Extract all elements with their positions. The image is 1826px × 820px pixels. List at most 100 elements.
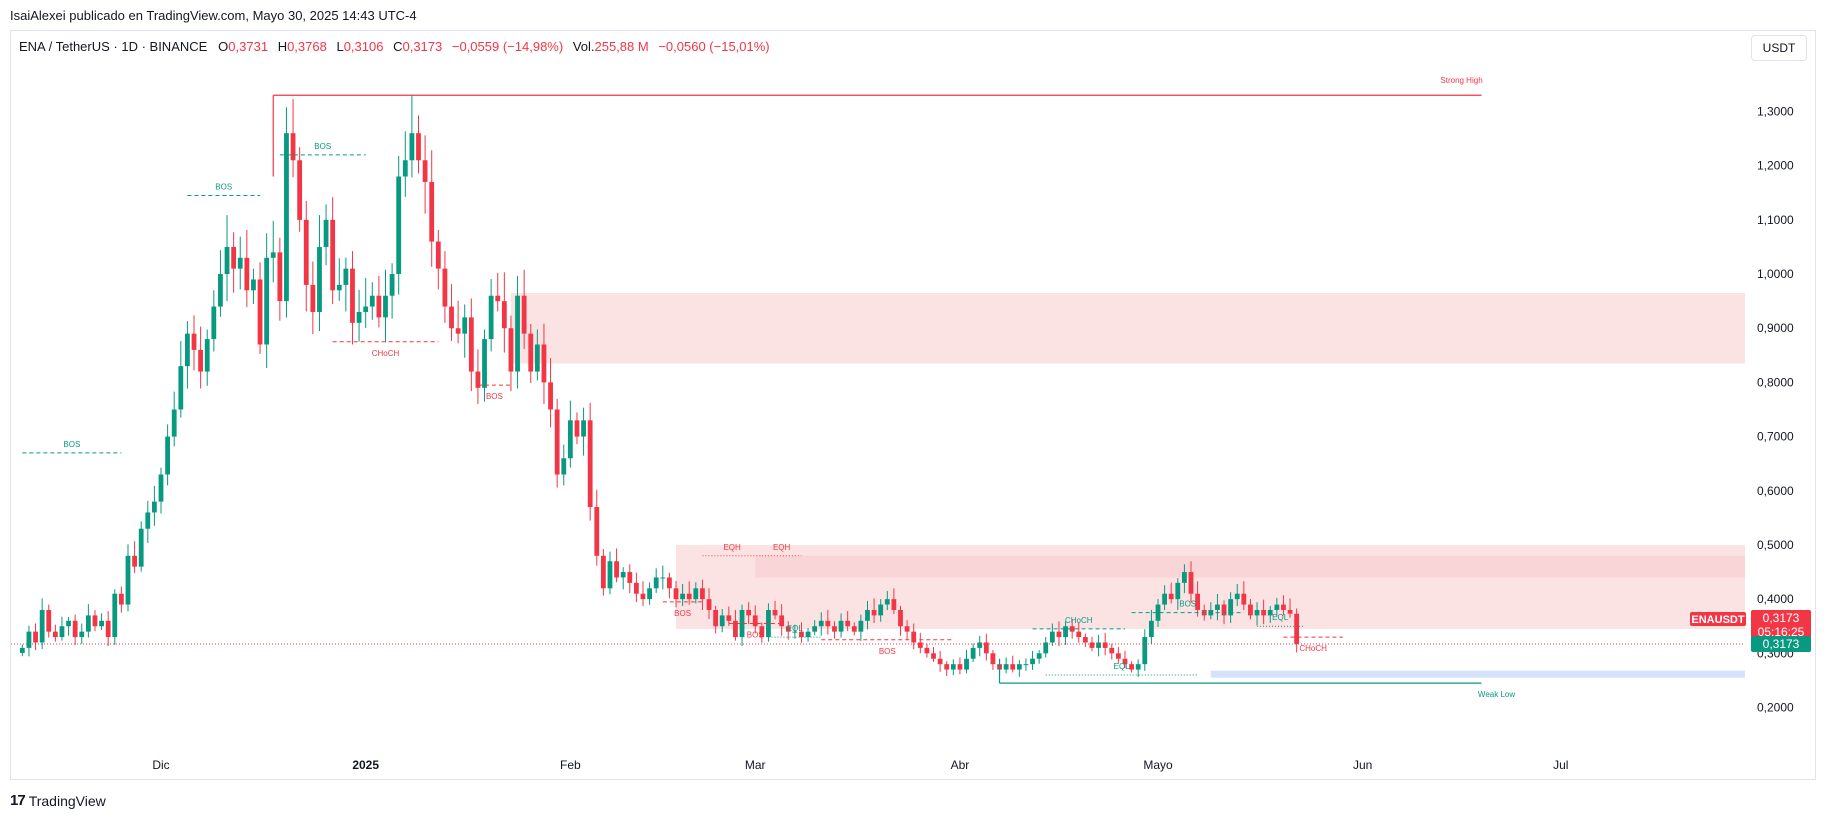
candle (825, 620, 831, 627)
high-value: 0,3768 (287, 39, 327, 54)
published-caption: IsaiAlexei publicado en TradingView.com,… (10, 8, 417, 23)
candle (317, 246, 322, 312)
price-tag (1751, 609, 1811, 640)
candle (937, 658, 943, 665)
candle (336, 284, 342, 291)
candle (442, 268, 448, 307)
candle (759, 626, 765, 638)
candle (270, 252, 276, 258)
candle (297, 160, 303, 220)
candle (66, 620, 71, 627)
candle (1168, 593, 1174, 600)
y-tick-label: 0,8000 (1757, 375, 1794, 389)
candle (449, 306, 454, 329)
candle (105, 620, 111, 638)
candle (739, 609, 745, 638)
candle (554, 409, 560, 475)
candle (178, 366, 184, 410)
candle (46, 609, 52, 632)
candle (1076, 631, 1082, 638)
weak-low-label: Weak Low (1478, 690, 1515, 699)
structure-label-bos: BOS (314, 142, 331, 151)
candle (805, 631, 811, 638)
candle (515, 295, 520, 372)
candle (482, 339, 487, 388)
close-value: 0,3173 (402, 39, 443, 54)
candle (581, 420, 586, 437)
price-tag-countdown: 05:16:25 (1758, 625, 1805, 639)
candle (1036, 653, 1042, 659)
candle (501, 301, 507, 329)
candle (383, 295, 388, 318)
candle (251, 279, 256, 291)
candle (1030, 658, 1035, 665)
candle (851, 626, 857, 632)
x-tick-label: Jun (1353, 758, 1372, 772)
candle (1254, 609, 1260, 616)
candle (284, 133, 289, 302)
volume-change: −0,0560 (−15,01%) (658, 39, 770, 54)
candle (528, 333, 534, 372)
candle (171, 409, 177, 437)
candle (158, 474, 164, 502)
close-label: C (393, 39, 403, 54)
structure-label-choch: CHoCH (1065, 616, 1093, 625)
currency-button[interactable]: USDT (1751, 35, 1807, 61)
candle (587, 420, 593, 508)
candle (290, 133, 296, 161)
candle (151, 501, 157, 513)
structure-label-bos: BOS (747, 631, 764, 640)
chart-frame (10, 30, 1816, 780)
candle (1248, 604, 1253, 616)
y-tick-label: 0,5000 (1757, 538, 1794, 552)
candle (904, 626, 910, 632)
candle (1016, 664, 1022, 670)
candle (26, 631, 32, 648)
candle (1162, 593, 1168, 605)
candle (112, 593, 118, 638)
structure-label-eql: EQL (1114, 662, 1131, 671)
candle (369, 295, 375, 307)
candle (396, 176, 402, 275)
candle (1063, 626, 1068, 638)
candle (422, 160, 428, 182)
candle (363, 306, 369, 312)
tradingview-logo[interactable]: 17 TradingView (10, 792, 106, 809)
candle (224, 246, 230, 275)
candle (303, 219, 309, 285)
y-tick-label: 1,1000 (1757, 213, 1794, 227)
candle (772, 609, 778, 616)
candle (1294, 613, 1300, 644)
candle (1274, 604, 1280, 610)
y-tick-label: 0,6000 (1757, 484, 1794, 498)
candle (211, 306, 217, 340)
candle (1228, 599, 1234, 616)
x-tick-label: Abr (951, 758, 970, 772)
candle (970, 647, 976, 659)
symbol-tag (1690, 611, 1746, 626)
structure-label-bos: BOS (63, 440, 80, 449)
candle (1129, 664, 1134, 670)
x-tick-label: Jul (1553, 758, 1568, 772)
candle (858, 620, 864, 632)
candle (614, 561, 619, 578)
symbol-title[interactable]: ENA / TetherUS · 1D · BINANCE (19, 39, 208, 54)
structure-label-eqh: EQH (723, 543, 741, 552)
candle (653, 577, 659, 589)
candle (488, 295, 494, 340)
structure-label-bos: BOS (674, 609, 691, 618)
candle (884, 599, 890, 605)
candle (185, 333, 190, 367)
low-value: 0,3106 (343, 39, 384, 54)
candle (218, 274, 223, 307)
candle (19, 647, 25, 653)
candle (409, 133, 415, 161)
candle (39, 609, 45, 643)
candle (911, 631, 917, 643)
y-tick-label: 0,9000 (1757, 321, 1794, 335)
candle (138, 528, 144, 567)
candle (957, 664, 963, 670)
candle (72, 620, 78, 638)
structure-label-eql: EQL (1272, 613, 1289, 622)
